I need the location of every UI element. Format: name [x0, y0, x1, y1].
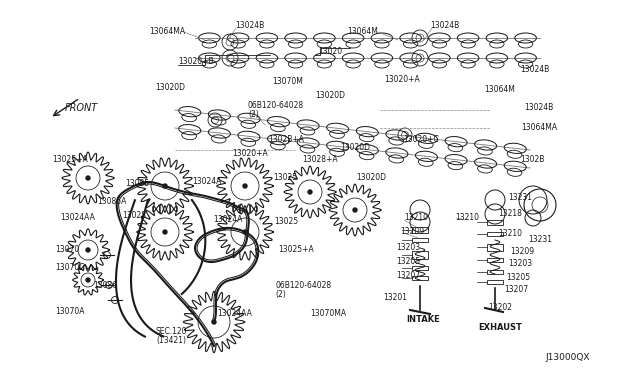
Text: 13070: 13070	[55, 246, 79, 254]
Text: 13020: 13020	[318, 48, 342, 57]
Text: 13203: 13203	[396, 244, 420, 253]
Text: 13064M: 13064M	[484, 86, 515, 94]
Circle shape	[243, 230, 247, 234]
Text: 13201: 13201	[383, 294, 407, 302]
Text: 13070M: 13070M	[272, 77, 303, 87]
Text: 13070A: 13070A	[55, 308, 84, 317]
Text: 13207: 13207	[504, 285, 528, 295]
Text: 13210: 13210	[404, 214, 428, 222]
Text: 13024B: 13024B	[524, 103, 553, 112]
Text: INTAKE: INTAKE	[406, 315, 440, 324]
Text: 13020D: 13020D	[356, 173, 386, 183]
Text: 13024B: 13024B	[235, 22, 264, 31]
Text: 13024AA: 13024AA	[217, 310, 252, 318]
Text: 13025: 13025	[273, 173, 297, 183]
Text: 13020D: 13020D	[155, 83, 185, 93]
Bar	[412, 251, 428, 259]
Text: 13020D: 13020D	[315, 92, 345, 100]
Text: 13025: 13025	[274, 218, 298, 227]
Text: 13020+A: 13020+A	[232, 150, 268, 158]
Circle shape	[212, 320, 216, 324]
Text: 13020+A: 13020+A	[384, 76, 420, 84]
Text: 13070MA: 13070MA	[310, 310, 346, 318]
Text: 13086: 13086	[93, 282, 117, 291]
Text: 13024AA: 13024AA	[60, 214, 95, 222]
Bar	[487, 270, 503, 274]
Text: J13000QX: J13000QX	[545, 353, 590, 362]
Text: 13085A: 13085A	[97, 198, 126, 206]
Text: 13203: 13203	[508, 260, 532, 269]
Text: 13205: 13205	[506, 273, 530, 282]
Text: 13070C: 13070C	[55, 263, 84, 273]
Text: 13024A: 13024A	[192, 177, 221, 186]
Bar	[487, 220, 503, 225]
Bar	[487, 258, 503, 262]
Bar	[487, 232, 503, 236]
Text: 13085: 13085	[125, 180, 149, 189]
Bar	[412, 238, 428, 242]
Text: 06B120-64028
(2): 06B120-64028 (2)	[275, 280, 331, 299]
Text: 1302B+A: 1302B+A	[268, 135, 304, 144]
Text: 13231: 13231	[508, 193, 532, 202]
Text: 13024B: 13024B	[520, 65, 549, 74]
Text: 13064MA: 13064MA	[149, 28, 185, 36]
Bar	[412, 266, 428, 270]
Text: 13024B: 13024B	[430, 22, 460, 31]
Bar	[487, 244, 503, 251]
Text: 1302B: 1302B	[520, 155, 545, 164]
Text: 13064MA: 13064MA	[521, 124, 557, 132]
Circle shape	[86, 248, 90, 252]
Text: 13218: 13218	[498, 209, 522, 218]
Bar	[412, 227, 428, 233]
Circle shape	[243, 184, 247, 188]
Text: 13064M: 13064M	[347, 28, 378, 36]
Text: 13024A: 13024A	[213, 215, 243, 224]
Circle shape	[308, 190, 312, 194]
Text: SEC.120
(13421): SEC.120 (13421)	[156, 327, 188, 345]
Text: 13210: 13210	[498, 230, 522, 238]
Text: 13231: 13231	[528, 235, 552, 244]
Text: 13028: 13028	[122, 212, 146, 221]
Bar	[412, 276, 428, 280]
Bar	[487, 280, 503, 284]
Text: 13025+A: 13025+A	[52, 155, 88, 164]
Text: FRONT: FRONT	[65, 103, 99, 113]
Text: 13020+B: 13020+B	[178, 58, 214, 67]
Text: 13209: 13209	[510, 247, 534, 257]
Text: 13028+A: 13028+A	[302, 155, 338, 164]
Text: 13020+C: 13020+C	[403, 135, 439, 144]
Text: EXHAUST: EXHAUST	[478, 324, 522, 333]
Text: 13020D: 13020D	[340, 144, 370, 153]
Circle shape	[163, 230, 167, 234]
Circle shape	[353, 208, 357, 212]
Text: 13210: 13210	[455, 214, 479, 222]
Text: 13025+A: 13025+A	[278, 246, 314, 254]
Text: 13207: 13207	[396, 272, 420, 280]
Text: 13205: 13205	[396, 257, 420, 266]
Circle shape	[163, 184, 167, 188]
Circle shape	[86, 176, 90, 180]
Text: 06B120-64028
(2): 06B120-64028 (2)	[248, 101, 304, 119]
Circle shape	[86, 278, 90, 282]
Text: 13202: 13202	[488, 304, 512, 312]
Text: 13209: 13209	[400, 228, 424, 237]
